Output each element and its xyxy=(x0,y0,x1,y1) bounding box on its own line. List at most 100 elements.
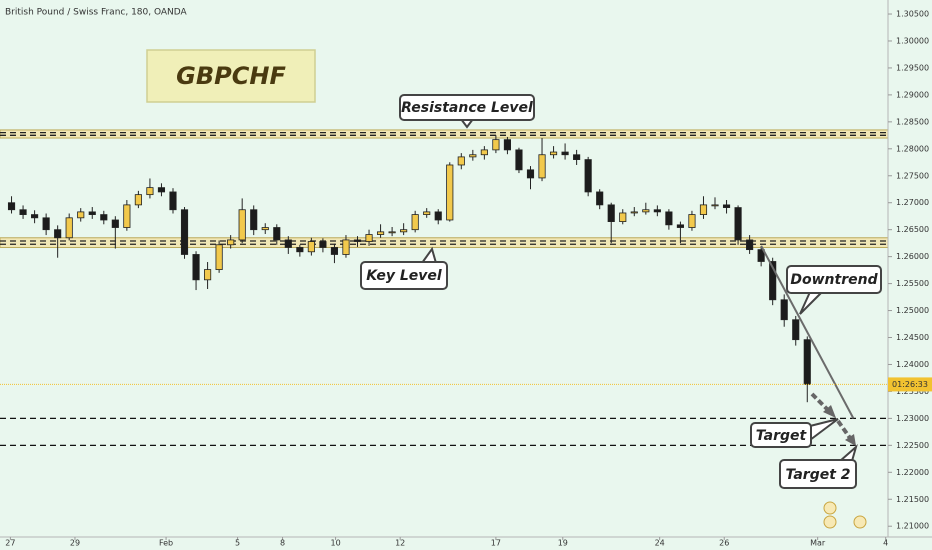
y-tick-label: 1.30000 xyxy=(896,36,929,45)
icon[interactable] xyxy=(823,515,837,529)
candle-body xyxy=(307,241,315,253)
x-tick-label: 17 xyxy=(491,539,501,548)
candle-body xyxy=(584,159,592,193)
candle-body xyxy=(180,209,189,255)
candle-body xyxy=(503,139,511,151)
candle-body xyxy=(342,239,350,255)
y-tick-label: 1.24000 xyxy=(896,360,929,369)
y-tick-label: 1.25500 xyxy=(896,279,929,288)
x-tick-label: Mar xyxy=(810,539,826,548)
candle-body xyxy=(711,204,719,207)
candle-body xyxy=(353,239,362,242)
y-tick-label: 1.28000 xyxy=(896,144,929,153)
candle-body xyxy=(215,244,223,270)
callout-box xyxy=(360,261,448,290)
x-tick-label: 12 xyxy=(395,539,405,548)
x-tick-label: 24 xyxy=(655,539,665,548)
callout-box xyxy=(786,265,882,294)
candle-body xyxy=(31,214,39,219)
y-tick-label: 1.21000 xyxy=(896,522,929,531)
y-tick-label: 1.27000 xyxy=(896,198,929,207)
candle-body xyxy=(676,224,684,228)
candle-body xyxy=(423,211,431,215)
candle-body xyxy=(573,154,581,160)
candle-body xyxy=(411,214,419,231)
candle-body xyxy=(65,217,73,239)
target-label: Target xyxy=(756,428,808,444)
x-tick-label: Feb xyxy=(159,539,173,548)
candle-body xyxy=(803,339,811,385)
candle-body xyxy=(54,229,62,239)
candle-body xyxy=(480,149,488,156)
candle-body xyxy=(42,217,50,231)
projection-arrow xyxy=(810,392,830,412)
y-tick-label: 1.22500 xyxy=(896,441,929,450)
candle-body xyxy=(792,319,800,341)
candle-body xyxy=(365,234,373,242)
candle-body xyxy=(446,164,454,221)
candle-body xyxy=(250,209,258,231)
y-tick-label: 1.22000 xyxy=(896,468,929,477)
candle-body xyxy=(169,191,177,211)
callout-pointer xyxy=(799,291,823,315)
y-tick-label: 1.23500 xyxy=(896,387,929,396)
candle-body xyxy=(549,151,558,156)
y-tick-label: 1.21500 xyxy=(896,495,929,504)
candle-body xyxy=(515,149,523,171)
candle-body xyxy=(388,231,396,234)
x-tick-label: 4 xyxy=(883,539,888,548)
countdown: 01:26:33 xyxy=(892,380,928,389)
arrowhead xyxy=(823,405,836,418)
candle-body xyxy=(7,202,16,211)
last-price-tag xyxy=(888,377,932,392)
icon[interactable] xyxy=(823,501,837,515)
candle-body xyxy=(400,229,408,233)
candle-body xyxy=(434,211,442,221)
candle-body xyxy=(157,187,166,193)
y-tick-label: 1.26500 xyxy=(896,225,929,234)
x-tick-label: 8 xyxy=(280,539,285,548)
candle-body xyxy=(653,209,661,213)
y-tick-label: 1.25000 xyxy=(896,306,929,315)
candle-body xyxy=(457,156,465,166)
projection-arrow xyxy=(836,419,852,440)
icon[interactable] xyxy=(853,515,867,529)
y-tick-label: 1.29000 xyxy=(896,90,929,99)
candle-body xyxy=(492,139,500,151)
x-tick-label: 27 xyxy=(5,539,15,548)
candle-body xyxy=(526,169,535,179)
x-tick-label: 19 xyxy=(558,539,568,548)
candle-body xyxy=(192,254,200,281)
y-tick-label: 1.26000 xyxy=(896,252,929,261)
zone-label: Resistance Level xyxy=(401,100,533,116)
candle-body xyxy=(538,154,546,179)
level-zone xyxy=(0,129,889,139)
candle-body xyxy=(296,247,304,253)
plot-area xyxy=(0,129,889,446)
candle-body xyxy=(746,239,754,251)
candle-body xyxy=(665,211,673,226)
candle-body xyxy=(630,211,638,214)
candle-body xyxy=(607,204,615,222)
symbol-box xyxy=(146,49,316,103)
candle-body xyxy=(111,219,119,228)
candle-body xyxy=(88,211,96,215)
candle-body xyxy=(330,247,339,255)
level-zone xyxy=(0,237,889,248)
candle-body xyxy=(227,239,235,246)
y-tick-label: 1.24500 xyxy=(896,333,929,342)
candle-body xyxy=(146,187,154,196)
trend-label: Downtrend xyxy=(790,272,878,288)
candle-body xyxy=(284,239,292,248)
arrowhead xyxy=(845,434,856,446)
candle-body xyxy=(123,204,131,228)
y-tick-label: 1.23000 xyxy=(896,414,929,423)
candle-body xyxy=(780,299,788,321)
y-tick-label: 1.27500 xyxy=(896,171,929,180)
symbol-label: GBPCHF xyxy=(176,62,286,90)
candle-body xyxy=(688,214,696,228)
x-tick-label: 10 xyxy=(331,539,341,548)
candle-body xyxy=(238,209,246,241)
callout-pointer xyxy=(421,246,437,264)
